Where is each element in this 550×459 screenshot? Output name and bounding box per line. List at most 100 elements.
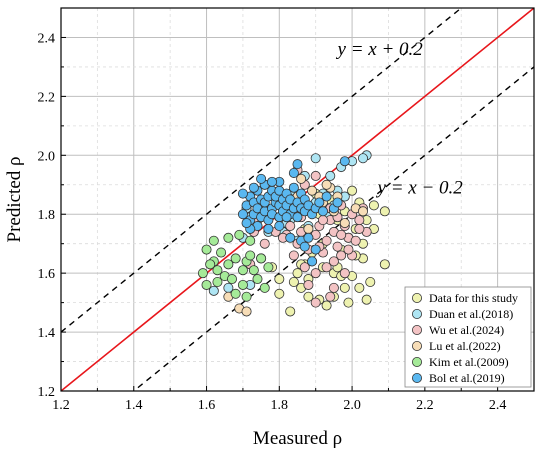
data-point: [292, 212, 303, 223]
data-point: [201, 279, 212, 290]
equation-label: y = x + 0.2: [336, 39, 424, 60]
legend-marker: [411, 292, 422, 303]
data-point: [237, 279, 248, 290]
data-point: [205, 259, 216, 270]
data-point: [256, 173, 267, 184]
legend-label: Duan et al.(2018): [429, 307, 513, 321]
data-points: [197, 150, 390, 317]
data-point: [263, 223, 274, 234]
y-tick-label: 1.6: [38, 267, 56, 282]
data-point: [314, 197, 325, 208]
x-tick-label: 1.4: [125, 398, 143, 413]
data-point: [317, 206, 328, 217]
data-point: [299, 262, 310, 273]
data-point: [245, 250, 256, 261]
y-tick-label: 1.4: [38, 326, 56, 341]
data-point: [288, 167, 299, 178]
y-tick-label: 2.0: [38, 149, 56, 164]
data-point: [317, 215, 328, 226]
legend-marker: [411, 340, 422, 351]
data-point: [310, 153, 321, 164]
legend-label: Lu et al.(2022): [429, 339, 501, 353]
data-point: [332, 197, 343, 208]
reference-line: [61, 8, 463, 333]
data-point: [343, 244, 354, 255]
data-point: [223, 232, 234, 243]
data-point: [310, 170, 321, 181]
reference-line: [132, 66, 534, 391]
data-point: [281, 212, 292, 223]
data-point: [216, 247, 227, 258]
x-tick-label: 2.4: [489, 398, 507, 413]
data-point: [263, 262, 274, 273]
data-point: [212, 265, 223, 276]
legend-label: Data for this study: [429, 291, 518, 305]
data-point: [274, 274, 285, 285]
data-point: [208, 235, 219, 246]
data-point: [347, 185, 358, 196]
data-point: [292, 159, 303, 170]
legend-marker: [411, 324, 422, 335]
data-point: [339, 156, 350, 167]
data-point: [307, 256, 318, 267]
data-point: [310, 268, 321, 279]
x-tick-label: 2.0: [343, 398, 361, 413]
data-point: [237, 209, 248, 220]
data-point: [321, 179, 332, 190]
data-point: [285, 232, 296, 243]
x-axis-title: Measured ρ: [253, 428, 342, 449]
legend-label: Bol et al.(2019): [429, 371, 505, 385]
legend-marker: [411, 308, 422, 319]
data-point: [325, 291, 336, 302]
data-point: [325, 170, 336, 181]
data-point: [227, 274, 238, 285]
data-point: [241, 306, 252, 317]
data-point: [354, 215, 365, 226]
y-tick-label: 1.2: [38, 385, 56, 400]
data-point: [274, 221, 285, 232]
y-tick-label: 2.2: [38, 90, 56, 105]
data-point: [201, 244, 212, 255]
data-point: [379, 259, 390, 270]
data-point: [339, 282, 350, 293]
data-point: [259, 282, 270, 293]
x-tick-label: 1.2: [52, 398, 70, 413]
data-point: [307, 185, 318, 196]
data-point: [321, 300, 332, 311]
data-point: [241, 291, 252, 302]
data-point: [285, 306, 296, 317]
data-point: [288, 276, 299, 287]
data-point: [357, 206, 368, 217]
data-point: [343, 297, 354, 308]
data-point: [354, 223, 365, 234]
data-point: [303, 223, 314, 234]
data-point: [208, 285, 219, 296]
data-point: [354, 282, 365, 293]
axes: 1.2 1.4 1.6 1.8 2.0 2.2 2.4 1.2 1.4 1.6 1.8 2.0 2.2 2…: [4, 31, 506, 449]
data-point: [288, 182, 299, 193]
data-point: [336, 229, 347, 240]
equation-label: y = x − 0.2: [376, 178, 464, 199]
data-point: [245, 235, 256, 246]
data-point: [357, 153, 368, 164]
data-point: [299, 241, 310, 252]
data-point: [365, 276, 376, 287]
data-point: [223, 259, 234, 270]
data-point: [230, 288, 241, 299]
data-point: [328, 282, 339, 293]
legend-label: Wu et al.(2024): [429, 323, 504, 337]
data-point: [256, 253, 267, 264]
data-point: [361, 294, 372, 305]
data-point: [332, 241, 343, 252]
y-tick-label: 2.4: [38, 31, 56, 46]
data-point: [230, 253, 241, 264]
x-tick-label: 2.2: [416, 398, 434, 413]
data-point: [285, 221, 296, 232]
data-point: [237, 188, 248, 199]
annotations: y = x + 0.2 y = x − 0.2: [336, 39, 464, 198]
data-point: [310, 244, 321, 255]
y-tick-label: 1.8: [38, 208, 56, 223]
plot-frame: [60, 7, 535, 392]
data-point: [339, 218, 350, 229]
